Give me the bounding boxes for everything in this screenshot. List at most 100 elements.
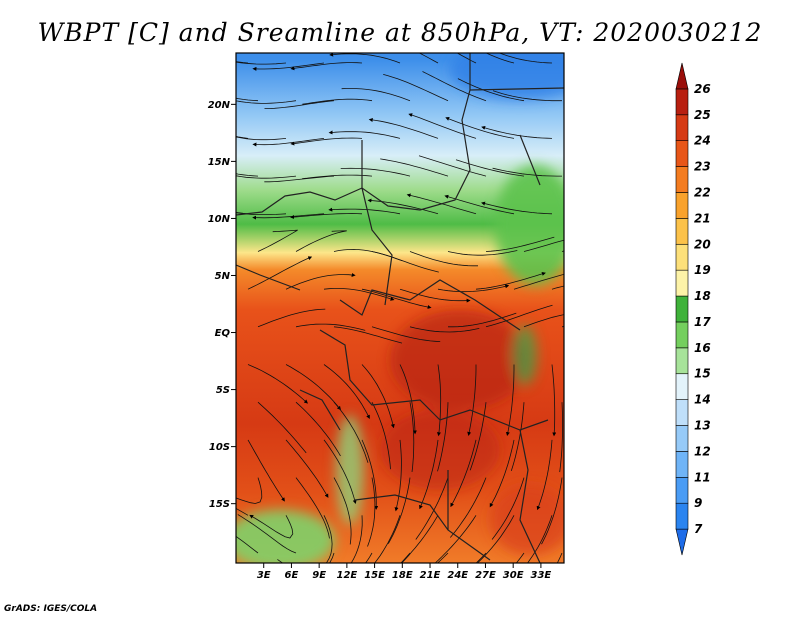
colorbar-segment: [675, 528, 689, 556]
streamline: [418, 155, 487, 177]
streamline: [399, 288, 471, 303]
streamline: [498, 53, 553, 64]
streamline: [247, 364, 308, 404]
streamline: [249, 514, 294, 539]
streamline: [523, 314, 564, 328]
streamline: [302, 174, 373, 179]
streamline: [323, 288, 395, 301]
colorbar-segment: [675, 399, 689, 426]
streamline: [475, 552, 487, 563]
streamline: [561, 250, 564, 252]
streamline: [257, 401, 307, 454]
lon-tick-label: 30E: [503, 570, 524, 581]
streamline: [371, 326, 441, 342]
colorbar-segment: [675, 62, 689, 90]
colorbar-label: 7: [694, 522, 703, 536]
colorbar-segment: [675, 347, 689, 375]
colorbar-segment: [675, 373, 689, 400]
lat-tick-label: EQ: [215, 328, 231, 339]
streamline: [383, 74, 449, 102]
streamline: [302, 98, 373, 105]
lat-tick-label: 15N: [208, 157, 231, 168]
lat-tick-label: 10S: [209, 442, 230, 453]
colorbar-label: 20: [694, 237, 711, 251]
streamline: [323, 364, 370, 419]
streamline: [264, 100, 335, 109]
streamline: [257, 229, 298, 252]
streamline: [505, 364, 515, 437]
streamline: [437, 552, 449, 563]
streamline: [513, 273, 564, 290]
colorbar-segment: [675, 502, 689, 530]
streamline: [422, 71, 487, 102]
streamline: [368, 118, 439, 139]
colorbar-segment: [675, 218, 689, 245]
streamline: [328, 130, 401, 139]
colorbar-segment: [675, 451, 689, 478]
streamlines: [236, 53, 564, 563]
colorbar-label: 21: [694, 211, 711, 225]
streamline: [247, 439, 285, 502]
colorbar-label: 19: [694, 263, 711, 277]
colorbar-segment: [675, 243, 689, 271]
lat-tick-label: 5N: [215, 271, 231, 282]
streamline: [361, 364, 395, 429]
colorbar-segment: [675, 477, 689, 504]
warm-core-central: [390, 310, 530, 410]
streamline: [371, 402, 391, 470]
colorbar-label: 22: [694, 185, 711, 199]
streamline: [329, 53, 401, 64]
country-borders: [236, 53, 564, 563]
streamline: [236, 477, 263, 504]
streamline: [290, 62, 363, 71]
streamline: [295, 230, 347, 252]
streamline: [523, 239, 564, 252]
streamline: [436, 364, 442, 437]
streamline: [401, 515, 439, 563]
streamline: [400, 552, 411, 563]
colorbar-segment: [675, 321, 689, 349]
streamline: [333, 401, 369, 463]
streamline: [295, 401, 341, 457]
streamline: [371, 251, 439, 273]
streamline: [492, 90, 562, 102]
streamline: [374, 515, 401, 563]
streamline: [485, 304, 553, 328]
colorbar-label: 12: [694, 444, 711, 458]
colorbar-label: 23: [694, 160, 711, 174]
streamline: [350, 515, 363, 563]
streamline: [492, 167, 562, 177]
streamline: [236, 175, 297, 179]
streamline: [285, 439, 329, 498]
streamline: [489, 439, 515, 508]
streamline: [469, 402, 487, 471]
streamline: [456, 53, 477, 64]
map-title: WBPT [C] and Sreamline at 850hPa, VT: 20…: [37, 18, 763, 47]
colorbar-segment: [675, 166, 689, 193]
streamline: [551, 364, 557, 437]
lat-tick-label: 20N: [208, 100, 231, 111]
streamline: [285, 273, 356, 290]
streamline: [323, 439, 357, 505]
colorbar-label: 24: [694, 134, 711, 148]
streamline: [285, 364, 341, 411]
streamline: [387, 477, 411, 544]
colorbar-label: 14: [694, 393, 711, 407]
streamline: [290, 137, 363, 146]
streamline: [333, 477, 352, 545]
streamline: [448, 312, 517, 328]
streamline: [236, 212, 287, 215]
streamline: [236, 100, 297, 104]
lon-tick-label: 27E: [475, 570, 496, 581]
streamline: [361, 288, 432, 309]
streamline: [445, 116, 515, 139]
cool-patch-coast: [336, 415, 364, 525]
streamline: [527, 515, 553, 563]
streamline: [295, 323, 366, 331]
streamline: [341, 88, 411, 102]
streamline: [252, 213, 325, 220]
colorbar-label: 26: [694, 82, 711, 96]
colorbar: 7 9 11 12 13 14 15 16 17 18 19 20 21 22 23 24 25 26: [675, 62, 711, 556]
streamline: [409, 402, 415, 472]
streamline: [447, 250, 518, 256]
